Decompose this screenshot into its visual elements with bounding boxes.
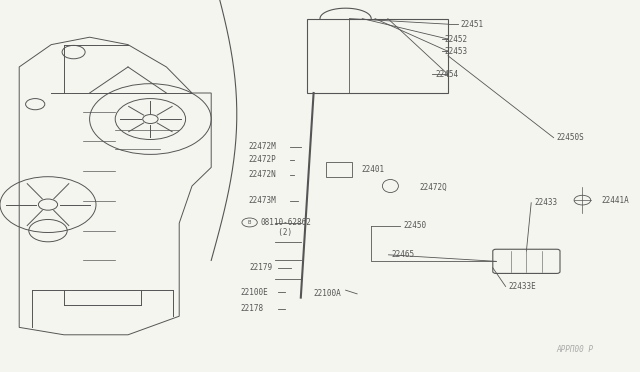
Text: 22452: 22452: [445, 35, 468, 44]
Text: B: B: [248, 220, 252, 225]
Text: 22441A: 22441A: [602, 196, 629, 205]
Text: 22453: 22453: [445, 47, 468, 56]
Text: 22472Q: 22472Q: [419, 183, 447, 192]
Text: 22450: 22450: [403, 221, 426, 230]
Text: 22472M: 22472M: [248, 142, 276, 151]
Text: 08110-62862: 08110-62862: [260, 218, 311, 227]
Text: 22100A: 22100A: [314, 289, 341, 298]
Text: 22454: 22454: [435, 70, 458, 79]
Text: APPΠ00 P: APPΠ00 P: [557, 345, 594, 354]
Text: 22450S: 22450S: [557, 133, 584, 142]
Text: 22472N: 22472N: [248, 170, 276, 179]
Text: (2): (2): [269, 228, 292, 237]
Text: 22472P: 22472P: [248, 155, 276, 164]
Text: 22179: 22179: [250, 263, 273, 272]
Text: 22433: 22433: [534, 198, 557, 207]
Text: 22401: 22401: [362, 165, 385, 174]
Text: 22451: 22451: [461, 20, 484, 29]
Text: 22100E: 22100E: [240, 288, 268, 296]
Text: 22178: 22178: [240, 304, 263, 313]
Text: 22465: 22465: [392, 250, 415, 259]
Text: 22433E: 22433E: [509, 282, 536, 291]
Text: 22473M: 22473M: [248, 196, 276, 205]
